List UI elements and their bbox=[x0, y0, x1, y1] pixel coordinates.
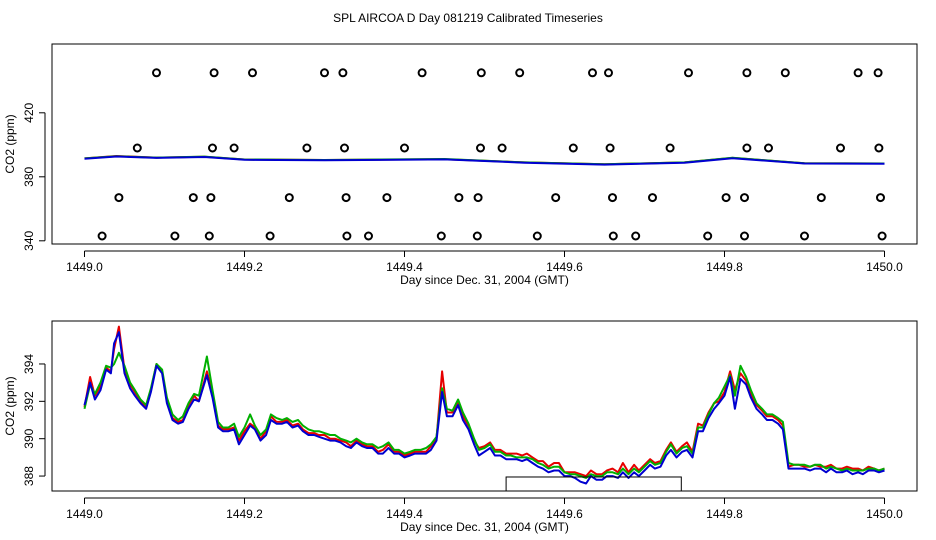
calibration-marker bbox=[209, 68, 219, 78]
calibration-marker bbox=[454, 193, 464, 203]
y-tick-label: 394 bbox=[22, 354, 36, 374]
calibration-marker bbox=[742, 68, 752, 78]
calibration-marker bbox=[188, 193, 198, 203]
calibration-marker bbox=[417, 68, 427, 78]
calibration-marker bbox=[97, 231, 107, 241]
calibration-marker bbox=[608, 193, 617, 203]
calibration-marker bbox=[170, 231, 180, 241]
calibration-marker bbox=[532, 231, 542, 241]
calibration-marker bbox=[208, 143, 217, 153]
y-tick-label: 392 bbox=[22, 391, 36, 411]
calibration-marker bbox=[665, 143, 675, 153]
calibration-marker bbox=[320, 68, 329, 78]
calibration-marker bbox=[114, 193, 124, 203]
calibration-marker bbox=[684, 68, 693, 78]
calibration-marker bbox=[740, 231, 749, 241]
bottom-panel: 1449.0 1449.2 1449.4 1449.6 1449.8 1450.0 Day … bbox=[3, 320, 918, 534]
calibration-marker bbox=[152, 68, 161, 78]
calibration-marker bbox=[874, 143, 884, 153]
series-line-green bbox=[83, 351, 885, 479]
calibration-marker bbox=[341, 193, 351, 203]
annotation-box bbox=[505, 476, 682, 492]
calibration-marker bbox=[340, 143, 349, 153]
calibration-marker bbox=[472, 231, 482, 241]
calibration-marker bbox=[740, 193, 749, 203]
calibration-marker bbox=[800, 231, 809, 241]
x-axis-label: Day since Dec. 31, 2004 (GMT) bbox=[400, 273, 569, 287]
y-axis-label: CO2 (ppm) bbox=[3, 376, 17, 435]
plot-frame bbox=[51, 43, 918, 245]
calibration-marker bbox=[284, 193, 294, 203]
calibration-marker bbox=[703, 231, 713, 241]
x-tick-label: 1449.2 bbox=[226, 507, 263, 521]
series-line-red bbox=[83, 325, 885, 478]
calibration-marker bbox=[302, 143, 312, 153]
x-axis-label: Day since Dec. 31, 2004 (GMT) bbox=[400, 520, 569, 534]
x-tick-label: 1449.4 bbox=[386, 260, 423, 274]
x-tick-label: 1449.4 bbox=[386, 507, 423, 521]
calibration-marker bbox=[364, 231, 373, 241]
y-tick-label: 380 bbox=[22, 166, 36, 186]
calibration-marker bbox=[742, 143, 752, 153]
calibration-marker bbox=[473, 193, 483, 203]
plot-frame bbox=[51, 320, 918, 492]
calibration-marker bbox=[476, 143, 485, 153]
series-line-blue bbox=[83, 331, 885, 485]
calibration-marker bbox=[568, 143, 578, 153]
calibration-marker bbox=[206, 193, 216, 203]
x-tick-label: 1449.2 bbox=[226, 260, 263, 274]
calibration-marker bbox=[608, 231, 618, 241]
calibration-marker bbox=[204, 231, 214, 241]
x-tick-label: 1449.0 bbox=[66, 260, 103, 274]
calibration-marker bbox=[342, 231, 352, 241]
calibration-marker bbox=[515, 68, 525, 78]
calibration-marker bbox=[853, 68, 863, 78]
y-axis-label: CO2 (ppm) bbox=[3, 114, 17, 173]
y-tick-label: 340 bbox=[22, 230, 36, 250]
calibration-marker bbox=[605, 143, 615, 153]
chart-title: SPL AIRCOA D Day 081219 Calibrated Times… bbox=[333, 11, 603, 25]
calibration-marker bbox=[816, 193, 826, 203]
y-tick-label: 388 bbox=[22, 466, 36, 486]
calibration-marker bbox=[876, 193, 885, 203]
calibration-marker bbox=[436, 231, 446, 241]
x-tick-label: 1450.0 bbox=[866, 507, 903, 521]
calibration-marker bbox=[877, 231, 887, 241]
series-line-blue bbox=[84, 155, 885, 166]
calibration-marker bbox=[382, 193, 392, 203]
y-tick-label: 420 bbox=[22, 102, 36, 122]
calibration-marker bbox=[780, 68, 790, 78]
x-tick-label: 1449.6 bbox=[546, 507, 583, 521]
calibration-marker bbox=[764, 143, 773, 153]
calibration-marker bbox=[265, 231, 275, 241]
x-tick-label: 1450.0 bbox=[866, 260, 903, 274]
calibration-marker bbox=[551, 193, 561, 203]
x-tick-label: 1449.8 bbox=[706, 260, 743, 274]
calibration-marker bbox=[497, 143, 507, 153]
top-panel: 1449.0 1449.2 1449.4 1449.6 1449.8 1450.0 Day … bbox=[3, 43, 918, 287]
x-tick-label: 1449.8 bbox=[706, 507, 743, 521]
x-tick-label: 1449.0 bbox=[66, 507, 103, 521]
calibration-marker bbox=[604, 68, 613, 78]
calibration-marker bbox=[229, 143, 239, 153]
y-tick-label: 390 bbox=[22, 428, 36, 448]
calibration-marker bbox=[132, 143, 142, 153]
calibration-marker bbox=[588, 68, 597, 78]
calibration-marker bbox=[631, 231, 641, 241]
calibration-marker bbox=[338, 68, 348, 78]
calibration-marker bbox=[648, 193, 657, 203]
x-tick-label: 1449.6 bbox=[546, 260, 583, 274]
calibration-marker bbox=[248, 68, 257, 78]
calibration-marker bbox=[476, 68, 486, 78]
calibration-marker bbox=[873, 68, 883, 78]
calibration-marker bbox=[400, 143, 409, 153]
calibration-marker bbox=[836, 143, 845, 153]
calibration-marker bbox=[721, 193, 731, 203]
